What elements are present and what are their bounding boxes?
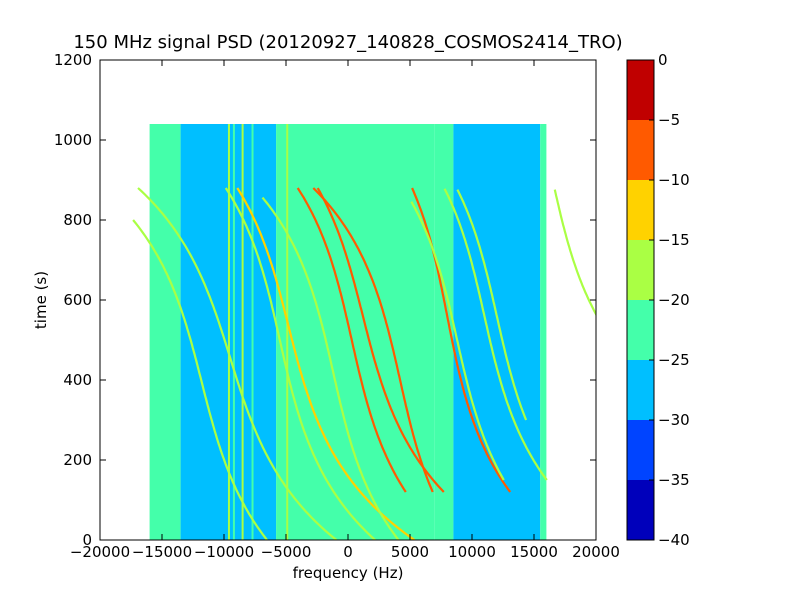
colorbar-tick-label: 0 <box>658 51 668 69</box>
heatmap-region <box>453 124 541 540</box>
x-tick-label: −10000 <box>194 543 254 561</box>
colorbar-band <box>627 120 654 180</box>
doppler-trace <box>443 188 548 481</box>
colorbar-band <box>627 360 654 420</box>
y-tick-label: 200 <box>63 451 92 469</box>
colorbar-band <box>627 240 654 300</box>
y-tick-label: 1000 <box>54 131 92 149</box>
x-axis-ticks: −20000 −15000 −10000 −5000 0 5000 10000 15000 20… <box>70 60 620 561</box>
colorbar-tick-label: −10 <box>658 171 690 189</box>
colorbar-ticks: −40 −35 −30 −25 −20 −15 −10 −5 0 <box>649 51 690 549</box>
heatmap-region <box>149 124 181 540</box>
colorbar: −40 −35 −30 −25 −20 −15 −10 −5 0 <box>626 51 690 549</box>
doppler-trace <box>236 187 416 540</box>
colorbar-band <box>627 420 654 480</box>
plot-frame <box>99 59 597 541</box>
doppler-trace <box>553 189 596 317</box>
colorbar-tick-label: −30 <box>658 411 690 429</box>
colorbar-tick-label: −40 <box>658 531 690 549</box>
y-tick-label: 0 <box>82 531 92 549</box>
y-axis-label: time (s) <box>32 271 50 329</box>
colorbar-band <box>627 300 654 360</box>
colorbar-band <box>627 180 654 240</box>
x-tick-label: −5000 <box>261 543 312 561</box>
colorbar-bands <box>627 60 654 540</box>
colorbar-tick-label: −25 <box>658 351 690 369</box>
y-tick-label: 400 <box>63 371 92 389</box>
x-tick-label: 0 <box>343 543 353 561</box>
colorbar-band <box>627 60 654 120</box>
y-axis-ticks: 0 200 400 600 800 1000 1200 <box>54 51 596 549</box>
x-axis-label: frequency (Hz) <box>293 564 404 582</box>
colorbar-tick-label: −35 <box>658 471 690 489</box>
doppler-trace <box>410 201 505 481</box>
colorbar-tick-label: −20 <box>658 291 690 309</box>
doppler-trace <box>224 187 376 540</box>
x-tick-label: 10000 <box>448 543 496 561</box>
doppler-trace <box>316 187 445 493</box>
x-tick-label: 20000 <box>572 543 620 561</box>
heatmap <box>132 124 596 540</box>
doppler-trace <box>296 187 407 493</box>
heatmap-region <box>540 124 547 540</box>
chart-title: 150 MHz signal PSD (20120927_140828_COSM… <box>73 32 622 53</box>
x-tick-label: 5000 <box>391 543 429 561</box>
colorbar-tick-label: −15 <box>658 231 690 249</box>
doppler-trace <box>137 187 338 540</box>
doppler-trace <box>312 187 434 493</box>
doppler-trace <box>261 196 400 540</box>
x-tick-label: −20000 <box>70 543 130 561</box>
colorbar-tick-label: −5 <box>658 111 680 129</box>
y-tick-label: 1200 <box>54 51 92 69</box>
y-tick-label: 800 <box>63 211 92 229</box>
doppler-trace <box>132 219 268 540</box>
doppler-trace <box>456 189 528 421</box>
y-tick-label: 600 <box>63 291 92 309</box>
x-tick-label: −15000 <box>132 543 192 561</box>
colorbar-band <box>627 480 654 540</box>
x-tick-label: 15000 <box>510 543 558 561</box>
heatmap-region <box>434 124 454 540</box>
plot-area: −20000 −15000 −10000 −5000 0 5000 10000 15000 20… <box>54 51 620 561</box>
heatmap-region <box>276 124 435 540</box>
